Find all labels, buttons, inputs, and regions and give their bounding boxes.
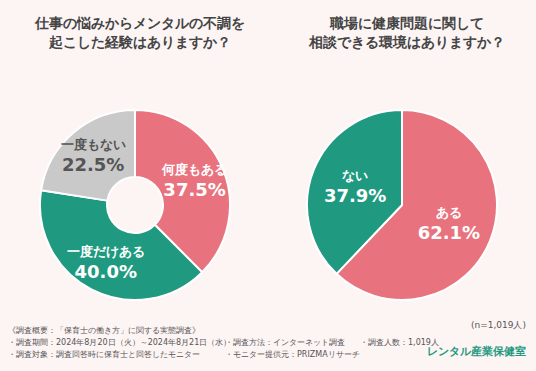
svg-text:・調査方法：インターネット調査: ・調査方法：インターネット調査: [225, 338, 345, 347]
svg-text:職場に健康問題に関して: 職場に健康問題に関して: [329, 15, 484, 31]
svg-text:・調査期間：2024年8月20日（火）～2024年8月21日: ・調査期間：2024年8月20日（火）～2024年8月21日（水）: [8, 338, 231, 347]
svg-text:レンタル産業保健室: レンタル産業保健室: [427, 345, 526, 358]
svg-text:仕事の悩みからメンタルの不調を: 仕事の悩みからメンタルの不調を: [34, 15, 245, 31]
svg-text:起こした経験はありますか？: 起こした経験はありますか？: [48, 34, 231, 50]
svg-text:何度もある: 何度もある: [161, 162, 227, 177]
svg-text:37.5%: 37.5%: [163, 179, 225, 200]
svg-text:一度もない: 一度もない: [61, 137, 126, 152]
svg-text:・調査人数：1,019人: ・調査人数：1,019人: [360, 337, 439, 347]
svg-text:一度だけある: 一度だけある: [67, 244, 145, 259]
svg-text:相談できる環境はありますか？: 相談できる環境はありますか？: [308, 34, 505, 50]
svg-text:62.1%: 62.1%: [418, 222, 480, 243]
svg-text:ない: ない: [342, 168, 368, 183]
svg-text:22.5%: 22.5%: [62, 154, 124, 175]
svg-text:ある: ある: [436, 205, 462, 220]
svg-text:40.0%: 40.0%: [74, 261, 136, 282]
svg-text:・調査対象：調査回答時に保育士と回答したモニター: ・調査対象：調査回答時に保育士と回答したモニター: [8, 350, 200, 359]
svg-text:・モニター提供元：PRIZMAリサーチ: ・モニター提供元：PRIZMAリサーチ: [225, 350, 360, 359]
svg-text:(n=1,019人): (n=1,019人): [471, 320, 526, 330]
svg-text:《調査概要：「保育士の働き方」に関する実態調査》: 《調査概要：「保育士の働き方」に関する実態調査》: [8, 326, 200, 335]
svg-text:37.9%: 37.9%: [324, 185, 386, 206]
